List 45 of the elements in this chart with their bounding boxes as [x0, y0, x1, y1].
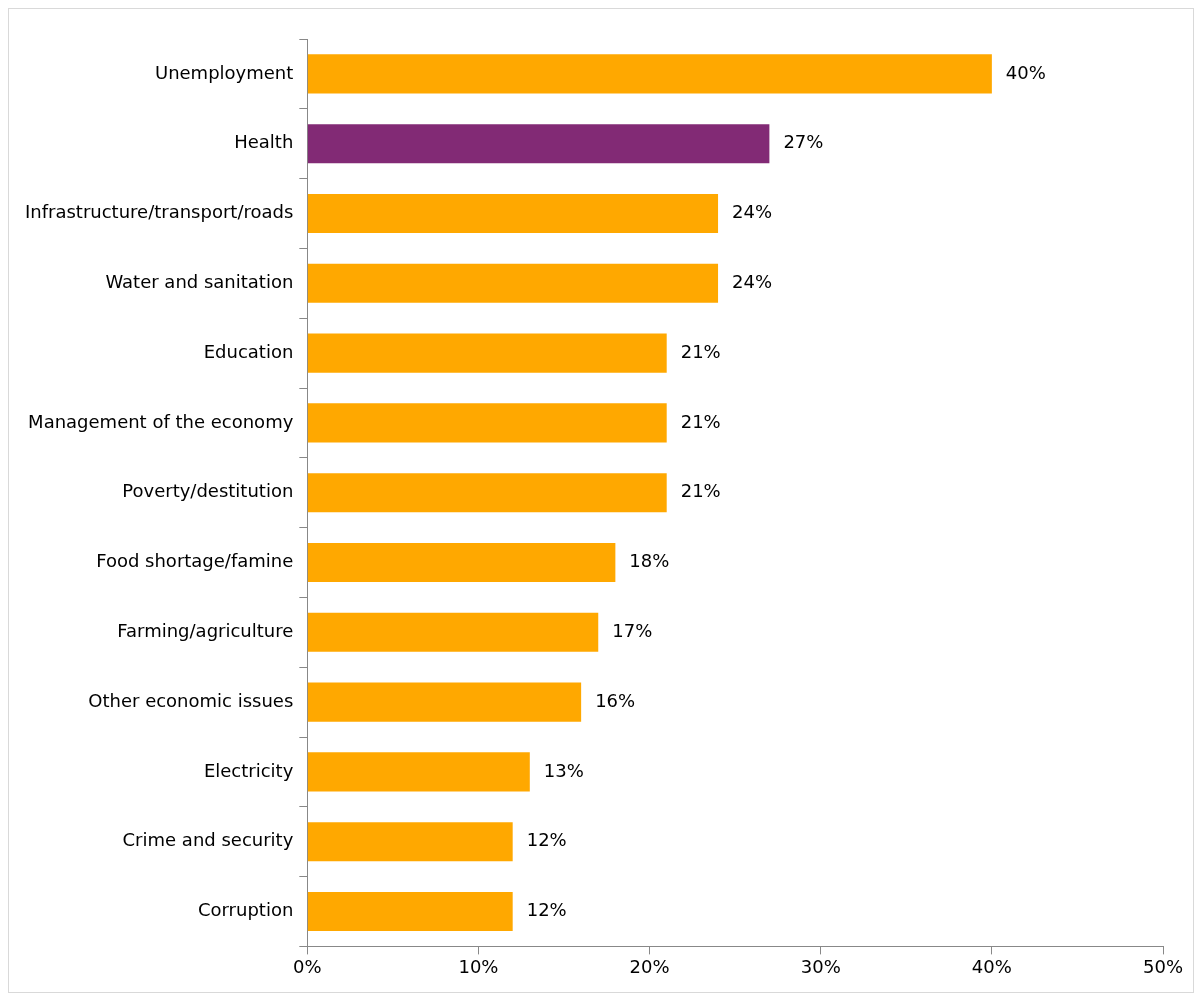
data-label: 24% [732, 201, 773, 223]
y-tick-label: Infrastructure/transport/roads [24, 201, 294, 223]
bar [307, 193, 719, 234]
y-tick-label: Electricity [203, 759, 294, 781]
data-label: 12% [526, 829, 567, 851]
data-label: 24% [732, 270, 773, 292]
data-label: 21% [680, 410, 721, 432]
bar [307, 333, 667, 373]
bar [307, 612, 599, 652]
y-tick-label: Education [203, 340, 294, 362]
y-tick-label: Health [234, 131, 294, 153]
bar [307, 473, 667, 513]
bar [307, 682, 582, 722]
bar [307, 752, 530, 792]
x-tick-label: 10% [458, 955, 499, 977]
data-label: 18% [629, 550, 670, 572]
data-label: 21% [680, 480, 721, 502]
bar [307, 822, 513, 862]
bar [307, 403, 667, 443]
y-tick-label: Corruption [197, 899, 294, 921]
data-label: 27% [783, 131, 824, 153]
data-label: 16% [595, 689, 636, 711]
bar [307, 542, 616, 583]
data-label: 13% [543, 759, 584, 781]
data-label: 40% [1005, 61, 1046, 83]
x-tick-label: 40% [971, 955, 1012, 977]
x-tick-label: 50% [1142, 955, 1184, 977]
data-label: 21% [680, 340, 721, 362]
y-tick-label: Farming/agriculture [117, 619, 294, 641]
y-tick-label: Crime and security [122, 829, 294, 851]
y-tick-label: Poverty/destitution [122, 480, 294, 502]
bar [307, 124, 770, 164]
y-tick-label: Water and sanitation [105, 270, 294, 292]
y-tick-label: Food shortage/famine [96, 550, 294, 572]
x-tick-label: 20% [629, 955, 670, 977]
y-tick-label: Unemployment [154, 61, 294, 83]
bar [307, 891, 513, 932]
x-tick-label: 0% [293, 955, 322, 977]
bar [307, 54, 992, 94]
y-tick-label: Other economic issues [88, 689, 294, 711]
data-label: 17% [612, 619, 653, 641]
x-tick-label: 30% [800, 955, 841, 977]
data-label: 12% [526, 899, 567, 921]
bar [307, 263, 719, 303]
y-tick-label: Management of the economy [28, 410, 294, 432]
